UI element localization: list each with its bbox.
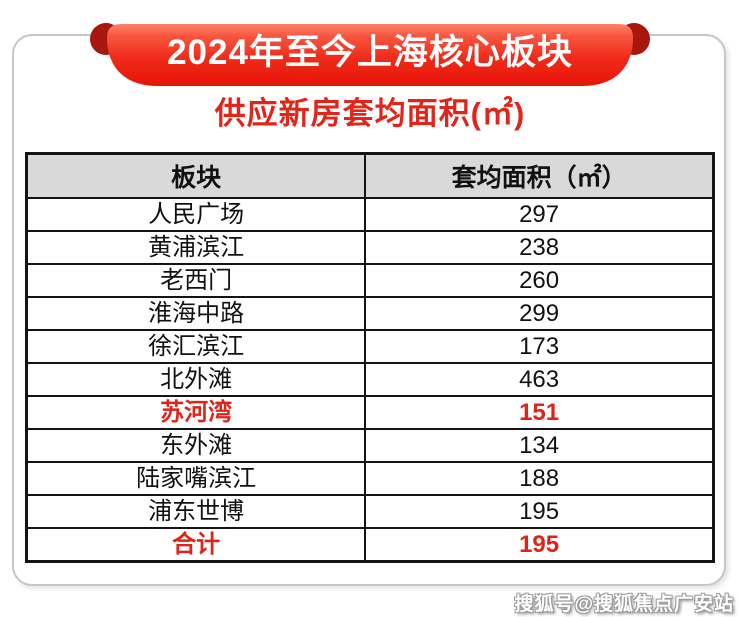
cell-district: 徐汇滨江 [25,329,367,364]
cell-district: 人民广场 [25,197,367,232]
table-body: 人民广场 297 黄浦滨江 238 老西门 260 淮海中路 299 徐汇滨江 173 北外滩 463… [25,197,715,563]
table-row: 徐汇滨江 173 [25,329,715,364]
watermark: 搜狐号@搜狐焦点广安站 [514,594,734,615]
col-header-area: 套均面积（㎡） [364,152,715,199]
table-row: 陆家嘴滨江 188 [25,461,715,496]
cell-area: 299 [364,296,715,331]
table-row: 东外滩 134 [25,428,715,463]
cell-area: 238 [364,230,715,265]
table-row: 人民广场 297 [25,197,715,232]
table-header-row: 板块 套均面积（㎡） [25,152,715,199]
banner-title: 2024年至今上海核心板块 [167,33,573,72]
cell-district: 淮海中路 [25,296,367,331]
cell-district: 合计 [25,527,367,563]
cell-district: 北外滩 [25,362,367,397]
cell-district: 浦东世博 [25,494,367,529]
col-header-district: 板块 [25,152,367,199]
cell-area: 134 [364,428,715,463]
cell-area: 151 [364,395,715,430]
cell-area: 297 [364,197,715,232]
cell-area: 195 [364,494,715,529]
cell-district: 老西门 [25,263,367,298]
cell-district: 苏河湾 [25,395,367,430]
ribbon-banner [90,23,650,86]
cell-district: 东外滩 [25,428,367,463]
cell-area: 195 [364,527,715,563]
table-row: 合计 195 [25,527,715,563]
cell-district: 陆家嘴滨江 [25,461,367,496]
table-row: 苏河湾 151 [25,395,715,430]
cell-district: 黄浦滨江 [25,230,367,265]
table-row: 北外滩 463 [25,362,715,397]
ribbon-body [107,24,633,86]
cell-area: 188 [364,461,715,496]
cell-area: 260 [364,263,715,298]
table-row: 浦东世博 195 [25,494,715,529]
cell-area: 463 [364,362,715,397]
table-row: 淮海中路 299 [25,296,715,331]
cell-area: 173 [364,329,715,364]
area-table: 板块 套均面积（㎡） 人民广场 297 黄浦滨江 238 老西门 260 淮海中路 299 徐汇… [25,152,715,563]
table-row: 黄浦滨江 238 [25,230,715,265]
table-row: 老西门 260 [25,263,715,298]
page-subtitle: 供应新房套均面积(㎡) [214,96,526,131]
